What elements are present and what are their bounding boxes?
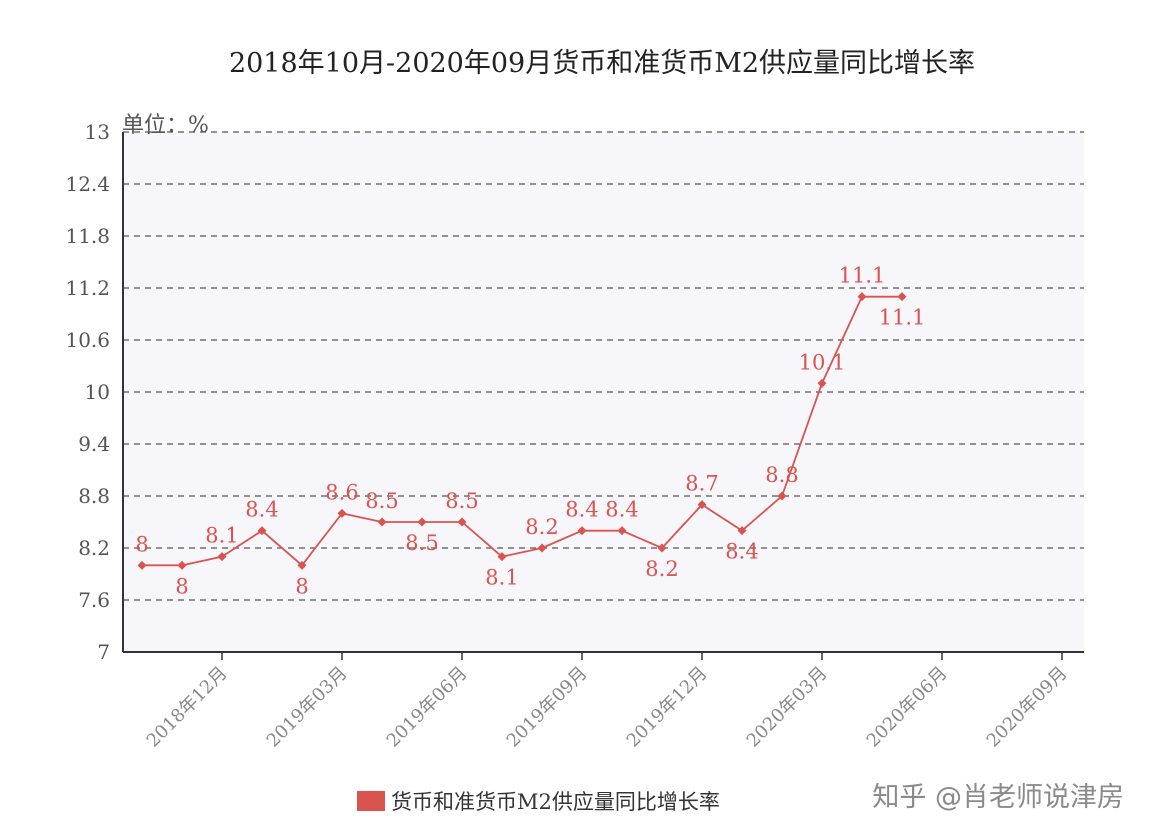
legend-label[interactable]: 货币和准货币M2供应量同比增长率 [391, 790, 720, 814]
series-line-group [137, 292, 907, 570]
y-tick-label: 8.8 [78, 484, 110, 508]
data-label: 8.5 [365, 489, 398, 513]
y-tick-label: 10.6 [65, 328, 110, 352]
data-point[interactable] [257, 526, 267, 536]
data-label: 8 [295, 574, 308, 598]
data-point[interactable] [337, 508, 347, 518]
legend-swatch[interactable] [357, 791, 385, 811]
y-tick-label: 8.2 [78, 536, 110, 560]
data-label: 8.7 [685, 472, 718, 496]
data-point[interactable] [777, 491, 787, 501]
unit-label: 单位：% [122, 113, 209, 138]
data-point[interactable] [897, 292, 907, 302]
data-point[interactable] [377, 517, 387, 527]
x-tick-label: 2018年12月 [143, 663, 232, 752]
data-point[interactable] [217, 552, 227, 562]
chart-title: 2018年10月-2020年09月货币和准货币M2供应量同比增长率 [229, 48, 975, 79]
data-point[interactable] [817, 378, 827, 388]
y-tick-label: 13 [85, 120, 110, 144]
x-tick-label: 2020年06月 [863, 663, 952, 752]
data-label: 8.4 [605, 498, 638, 522]
x-tick-label: 2019年03月 [263, 663, 352, 752]
x-tick-label: 2019年12月 [623, 663, 712, 752]
data-label: 8.4 [725, 540, 758, 564]
plot-area [123, 132, 1084, 652]
y-tick-label: 7 [97, 640, 110, 664]
data-point[interactable] [577, 526, 587, 536]
data-label: 11.1 [879, 306, 926, 330]
watermark-text: 知乎 @肖老师说津房 [872, 782, 1124, 813]
data-point[interactable] [737, 526, 747, 536]
data-point[interactable] [137, 560, 147, 570]
y-tick-label: 11.2 [65, 276, 110, 300]
data-label: 8.5 [445, 489, 478, 513]
data-label: 11.1 [839, 264, 886, 288]
data-label: 8 [175, 574, 188, 598]
series-line [142, 295, 902, 567]
y-tick-label: 10 [85, 380, 110, 404]
data-label: 8.4 [565, 498, 598, 522]
data-label: 8.6 [325, 480, 358, 504]
data-label: 8.2 [645, 557, 678, 581]
data-label: 8.1 [485, 566, 518, 590]
y-tick-label: 12.4 [65, 172, 110, 196]
x-tick-label: 2019年06月 [383, 663, 472, 752]
data-point[interactable] [177, 560, 187, 570]
data-label: 8.2 [525, 515, 558, 539]
data-point[interactable] [537, 543, 547, 553]
axes [122, 132, 1084, 653]
data-label: 8 [135, 532, 148, 556]
legend[interactable]: 货币和准货币M2供应量同比增长率 [357, 790, 720, 814]
data-label: 10.1 [799, 350, 846, 374]
data-label: 8.1 [205, 524, 238, 548]
y-tick-label: 11.8 [65, 224, 110, 248]
data-point[interactable] [697, 500, 707, 510]
y-tick-label: 9.4 [78, 432, 110, 456]
x-tick-label: 2020年03月 [743, 663, 832, 752]
data-point[interactable] [497, 552, 507, 562]
data-label: 8.4 [245, 498, 278, 522]
data-point[interactable] [297, 560, 307, 570]
data-labels: 8 8 8.1 8.4 8 8.6 8.5 8.5 8.5 8.1 8.2 8.4 8.4 8.2 8.7 8… [135, 264, 925, 599]
x-tick-label: 2019年09月 [503, 663, 592, 752]
data-label: 8.8 [765, 463, 798, 487]
data-point[interactable] [857, 292, 867, 302]
data-label: 8.5 [405, 531, 438, 555]
x-axis-ticks: 2018年12月 2019年03月 2019年06月 2019年09月 2019年12月… [143, 652, 1072, 752]
data-point[interactable] [417, 517, 427, 527]
data-point[interactable] [457, 517, 467, 527]
data-point[interactable] [617, 526, 627, 536]
y-axis-ticks: 13 12.4 11.8 11.2 10.6 10 9.4 8.8 8.2 7.6 7 [65, 120, 110, 664]
data-point[interactable] [657, 543, 667, 553]
x-tick-label: 2020年09月 [983, 663, 1072, 752]
y-tick-label: 7.6 [78, 588, 110, 612]
